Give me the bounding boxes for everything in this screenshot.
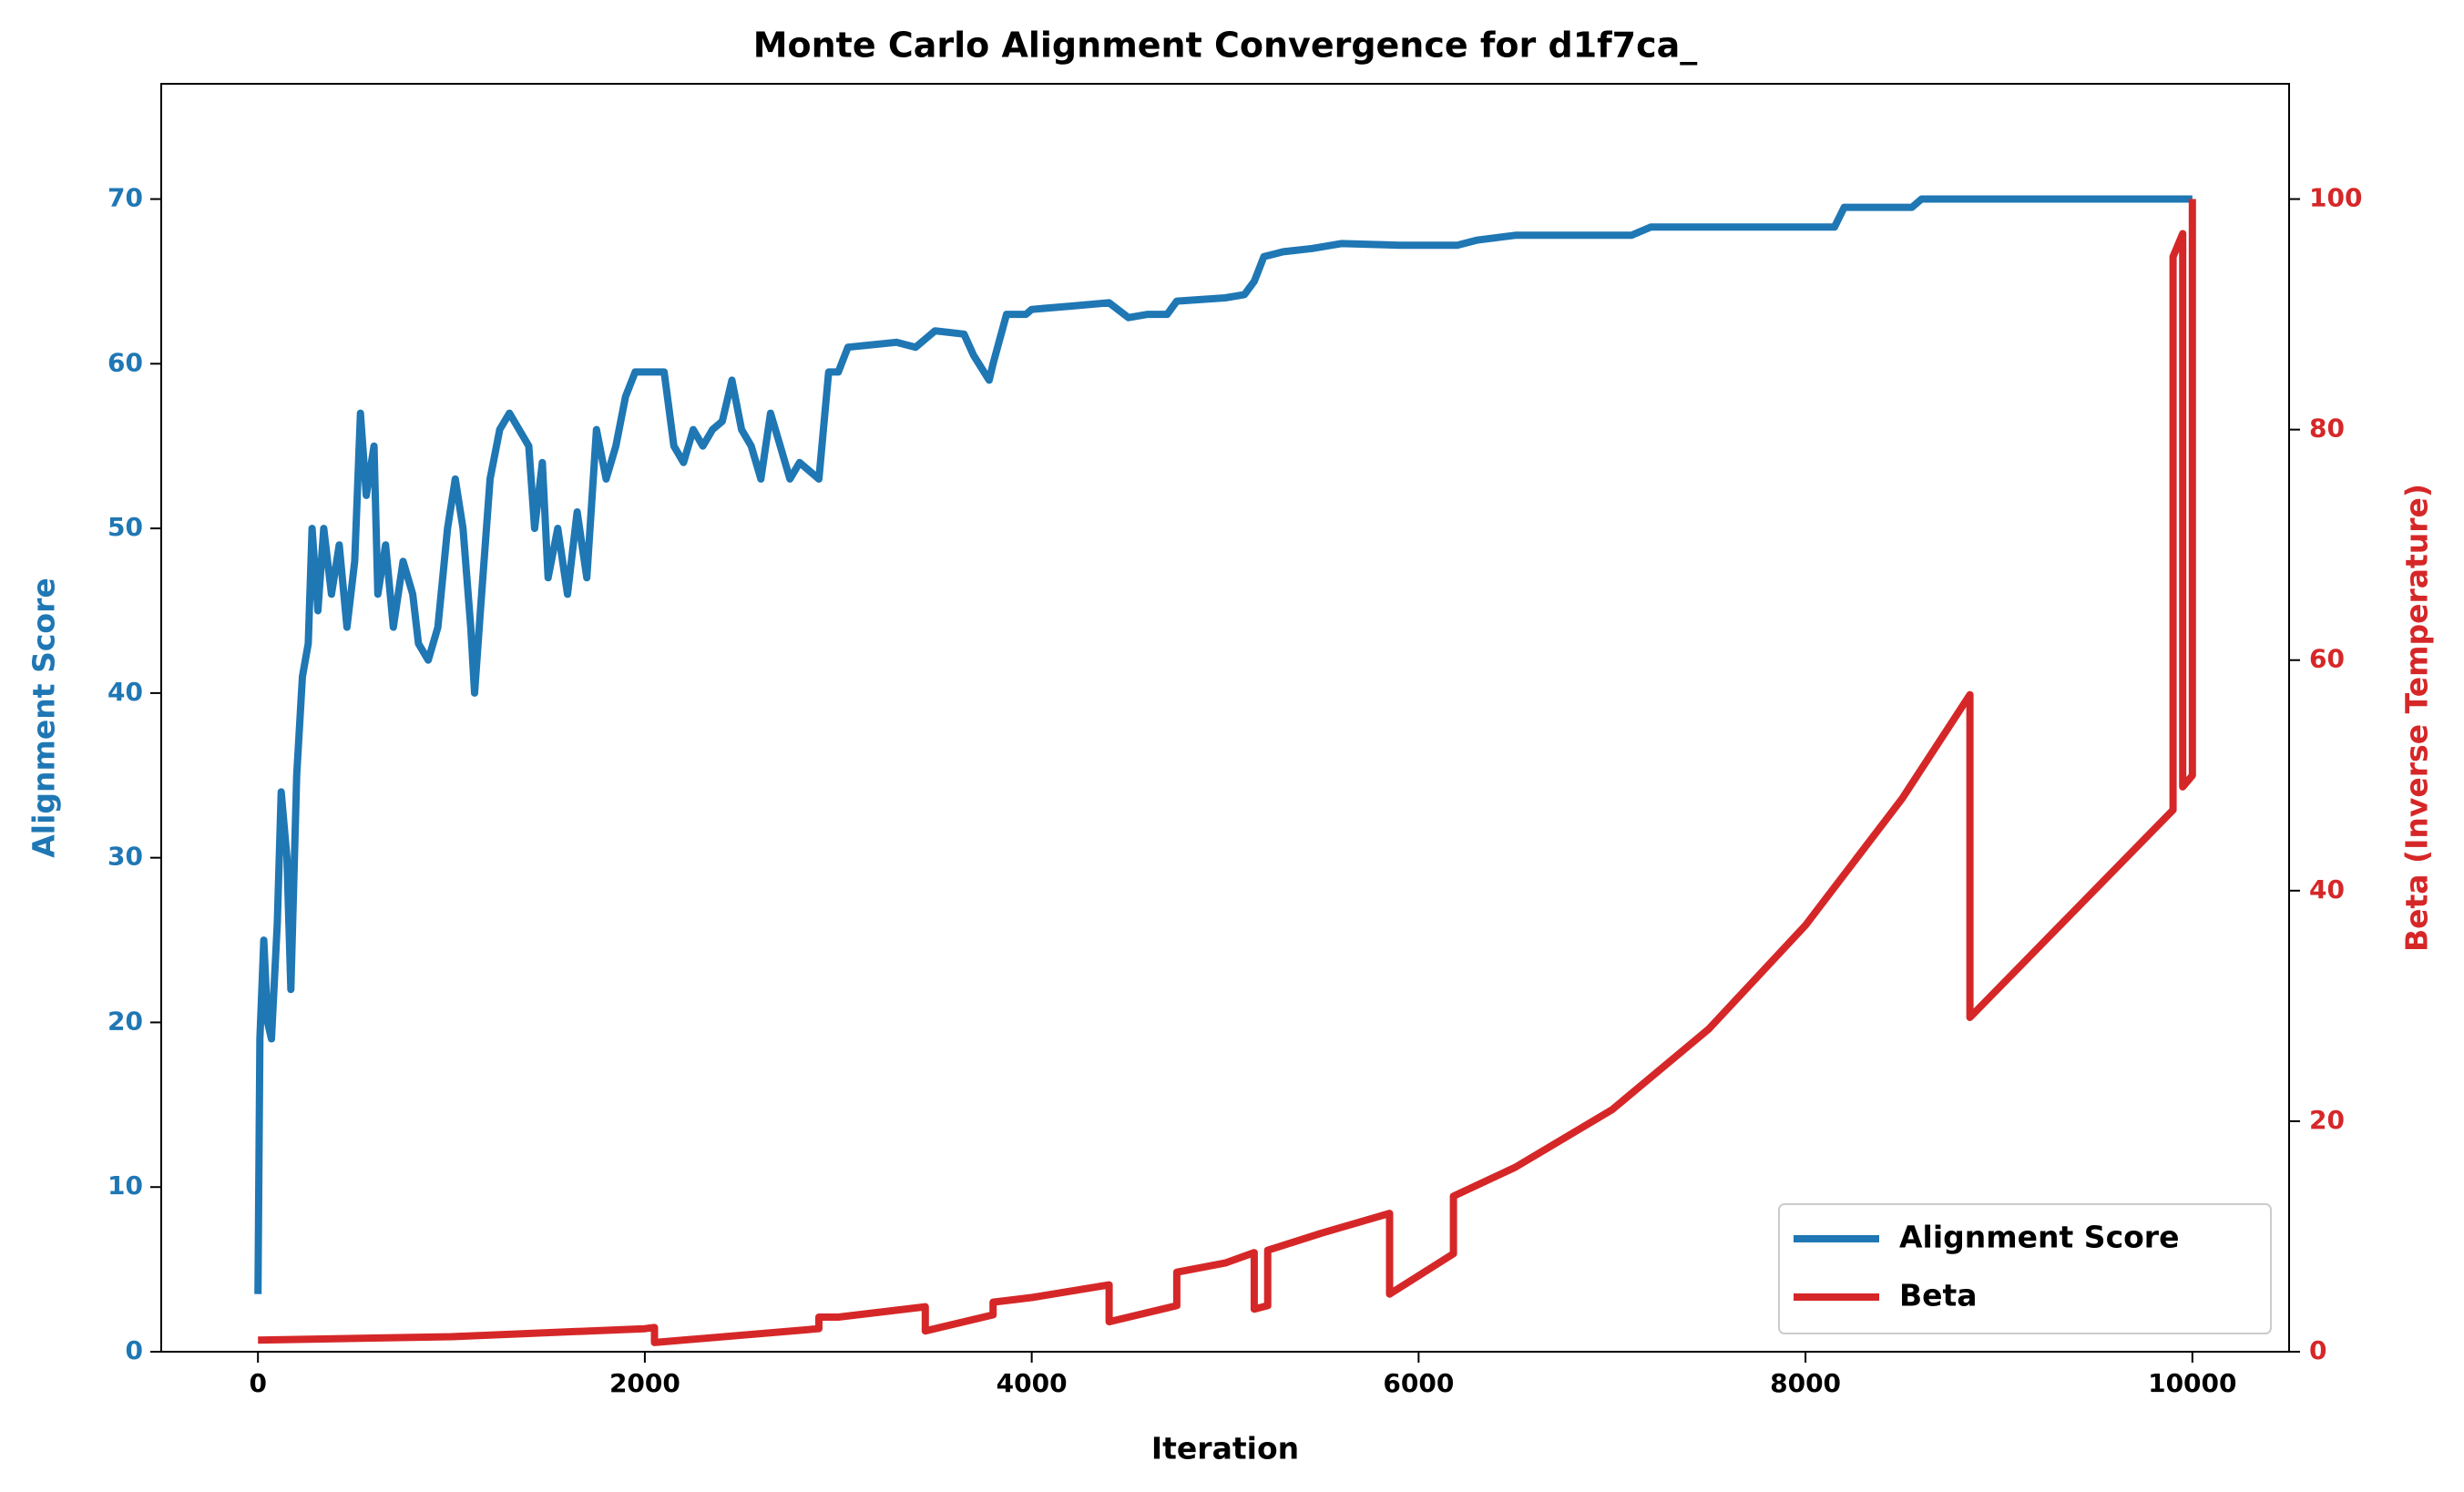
y2-tick-label: 40 [2309, 874, 2345, 904]
legend-box [1778, 1203, 2272, 1334]
y-tick-label: 50 [107, 512, 143, 542]
x-tick-label: 0 [249, 1368, 266, 1398]
y-tick-label: 20 [107, 1006, 143, 1036]
x-tick-label: 8000 [1770, 1368, 1841, 1398]
y-tick-label: 70 [107, 183, 143, 213]
x-tick-label: 6000 [1383, 1368, 1454, 1398]
legend-label: Beta [1899, 1278, 1978, 1313]
y2-tick-label: 0 [2309, 1335, 2326, 1365]
y2-tick-label: 60 [2309, 644, 2345, 674]
y-tick-label: 60 [107, 347, 143, 377]
y2-tick-label: 100 [2309, 183, 2362, 213]
y-axis-label: Alignment Score [26, 577, 62, 857]
x-tick-label: 10000 [2148, 1368, 2236, 1398]
legend-label: Alignment Score [1899, 1220, 2179, 1255]
x-axis-label: Iteration [1151, 1431, 1299, 1466]
y-tick-label: 30 [107, 842, 143, 872]
y-tick-label: 10 [107, 1170, 143, 1201]
plot-frame [160, 83, 2290, 1353]
x-tick-label: 4000 [997, 1368, 1068, 1398]
data-line [254, 195, 2193, 1294]
x-tick-label: 2000 [609, 1368, 680, 1398]
chart-title: Monte Carlo Alignment Convergence for d1… [753, 26, 1698, 66]
y2-tick-label: 20 [2309, 1105, 2345, 1135]
y2-axis-label: Beta (Inverse Temperature) [2399, 484, 2435, 952]
y-tick-label: 0 [126, 1335, 143, 1365]
y2-tick-label: 80 [2309, 414, 2345, 444]
data-line [258, 199, 2196, 1346]
y-tick-label: 40 [107, 677, 143, 707]
